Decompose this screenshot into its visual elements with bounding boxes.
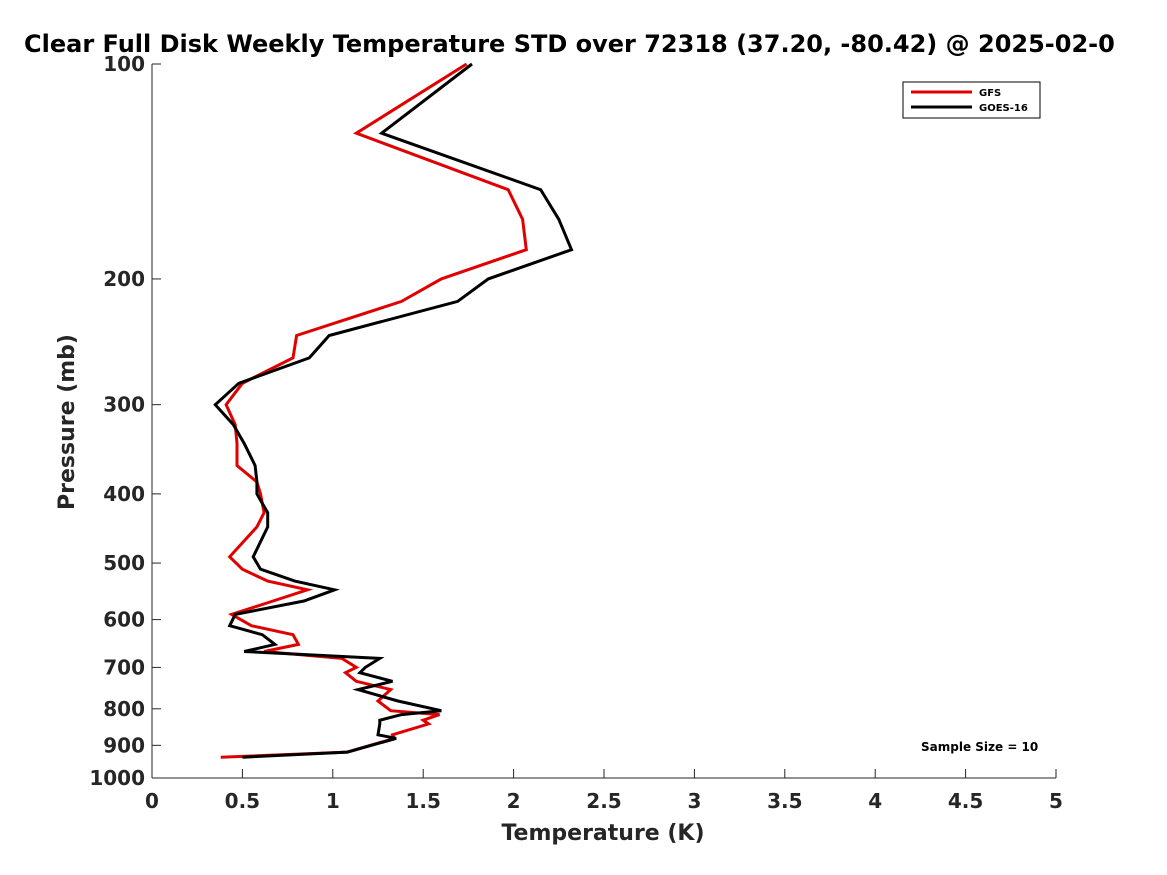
x-tick-label: 2 [507,789,521,813]
series-line-gfs [220,62,528,759]
chart-title: Clear Full Disk Weekly Temperature STD o… [24,30,1115,58]
x-tick-label: 4 [868,789,882,813]
legend-label-goes16: GOES-16 [979,103,1028,114]
y-tick-label: 1000 [89,766,145,790]
y-tick-label: 600 [103,608,145,632]
x-tick-label: 4.5 [948,789,983,813]
x-tick-label: 5 [1049,789,1063,813]
sample-size-annotation: Sample Size = 10 [921,740,1038,754]
legend-box [902,81,1041,119]
x-tick-label: 2.5 [586,789,621,813]
x-tick-label: 3 [687,789,701,813]
legend: GFS GOES-16 [902,81,1041,119]
x-axis-label: Temperature (K) [501,821,704,846]
y-axis-label: Pressure (mb) [55,334,80,510]
y-tick-label: 100 [103,52,145,76]
x-tick-label: 0.5 [225,789,260,813]
y-tick-label: 400 [103,482,145,506]
series-layer [213,62,574,759]
y-tick-label: 200 [103,267,145,291]
series-line-goes16 [213,62,574,759]
x-tick-label: 0 [145,789,159,813]
y-tick-label: 300 [103,393,145,417]
x-tick-label: 1 [326,789,340,813]
legend-label-gfs: GFS [979,88,1001,99]
y-tick-label: 700 [103,655,145,679]
y-tick-label: 800 [103,697,145,721]
y-tick-label: 500 [103,551,145,575]
x-tick-label: 1.5 [405,789,440,813]
x-tick-label: 3.5 [767,789,802,813]
axes: 0 0.5 1 1.5 2 2.5 3 3.5 4 4.5 5 100 200 300 400 500 600 7… [89,52,1063,813]
y-tick-label: 900 [103,733,145,757]
